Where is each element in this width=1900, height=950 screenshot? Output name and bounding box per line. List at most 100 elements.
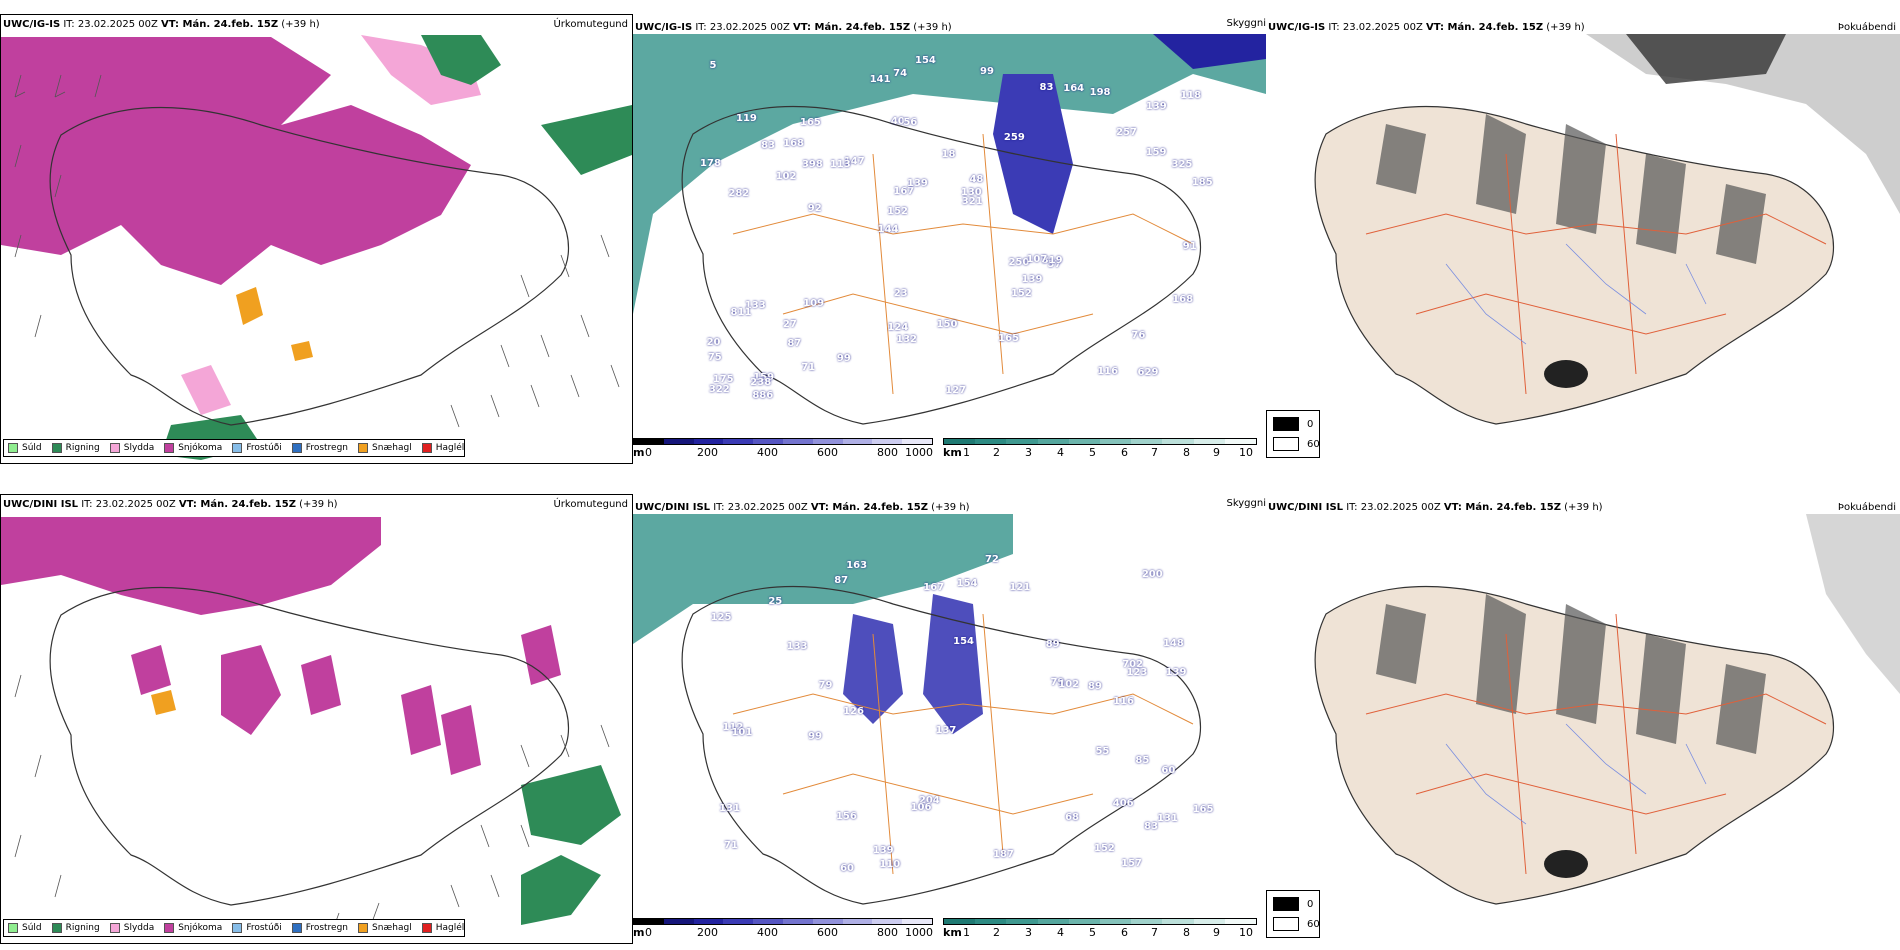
- precip-type-legend: Súld Rigning Slydda Snjókoma Frostúði Fr…: [3, 439, 465, 457]
- visibility-value-label: 139: [1021, 274, 1043, 286]
- legend-item: Snjókoma: [164, 923, 222, 933]
- valid-time: VT: Mán. 24.feb. 15Z: [161, 19, 279, 30]
- panel-field-name: Úrkomutegund: [553, 499, 628, 510]
- visibility-value-label: 110: [879, 858, 901, 870]
- visibility-value-label: 165: [800, 117, 821, 129]
- visibility-value-label: 322: [708, 384, 730, 396]
- visibility-value-label: 139: [872, 844, 894, 856]
- visibility-value-label: 132: [896, 333, 917, 345]
- visibility-value-label: 133: [786, 641, 808, 653]
- colorbar-unit: m: [633, 926, 645, 939]
- visibility-value-label: 83: [1144, 820, 1159, 832]
- panel-title: UWC/IG-IS IT: 23.02.2025 00Z VT: Mán. 24…: [1268, 22, 1585, 34]
- init-time: IT: 23.02.2025 00Z: [1343, 502, 1444, 513]
- panel-field-name: Þokuábendi: [1837, 502, 1896, 513]
- init-time: IT: 23.02.2025 00Z: [710, 502, 811, 513]
- visibility-value-label: 83: [1039, 81, 1054, 93]
- visibility-value-label: 99: [808, 730, 823, 742]
- visibility-value-label: 200: [1141, 568, 1163, 580]
- fog-map-top: [1314, 34, 1900, 425]
- visibility-value-label: 106: [910, 802, 932, 814]
- precip-type-legend: Súld Rigning Slydda Snjókoma Frostúði Fr…: [3, 919, 465, 937]
- visibility-value-label: 137: [935, 725, 957, 737]
- precip-type-map-top: [1, 15, 632, 463]
- valid-time: VT: Mán. 24.feb. 15Z: [1443, 502, 1561, 513]
- visibility-value-label: 116: [1113, 695, 1134, 707]
- visibility-value-label: 152: [1094, 843, 1115, 855]
- valid-time: VT: Mán. 24.feb. 15Z: [810, 502, 928, 513]
- legend-item: Slydda: [109, 443, 154, 453]
- visibility-value-label: 167: [893, 186, 915, 198]
- visibility-value-label: 60: [840, 863, 854, 875]
- panel-field-name: Skyggni: [1226, 18, 1266, 29]
- valid-time: VT: Mán. 24.feb. 15Z: [1426, 22, 1544, 33]
- visibility-m-colorbar: m 0 200 400 600 800 1000: [633, 438, 933, 459]
- visibility-value-label: 319: [1041, 254, 1063, 266]
- visibility-value-label: 18: [941, 149, 956, 161]
- visibility-value-label: 325: [1171, 159, 1193, 171]
- fog-panel-top: UWC/IG-IS IT: 23.02.2025 00Z VT: Mán. 24…: [1266, 14, 1900, 464]
- visibility-value-label: 126: [843, 705, 864, 717]
- visibility-value-label: 398: [801, 159, 823, 171]
- visibility-value-label: 152: [887, 205, 908, 217]
- visibility-value-label: 87: [787, 337, 802, 349]
- visibility-value-label: 406: [1112, 798, 1134, 810]
- legend-item: Snjókoma: [164, 443, 222, 453]
- init-time: IT: 23.02.2025 00Z: [60, 19, 162, 30]
- legend-item: Slydda: [109, 923, 154, 933]
- legend-item: Súld: [8, 923, 42, 933]
- visibility-value-label: 102: [775, 170, 797, 182]
- legend-item: Súld: [8, 443, 42, 453]
- visibility-value-label: 57: [1047, 258, 1062, 270]
- visibility-value-label: 152: [1010, 287, 1032, 299]
- lead-time: (+39 h): [927, 502, 970, 513]
- visibility-value-label: 5: [709, 60, 717, 72]
- visibility-value-label: 159: [753, 372, 775, 384]
- legend-item: Frostúði: [232, 923, 282, 933]
- visibility-value-label: 101: [731, 727, 753, 739]
- visibility-value-label: 159: [1145, 147, 1167, 159]
- visibility-km-colorbar: km 1 2 3 4 5 6 7 8 9 10: [943, 438, 1257, 459]
- visibility-value-label: 71: [801, 362, 816, 374]
- colorbar-unit: m: [633, 446, 645, 459]
- visibility-value-label: 164: [1063, 83, 1085, 95]
- visibility-value-label: 257: [1116, 126, 1137, 138]
- visibility-map-bottom: [633, 514, 1202, 905]
- model-name: UWC/DINI ISL: [635, 502, 711, 513]
- visibility-value-label: 321: [961, 196, 983, 208]
- visibility-panel-top: 629 282 139 144 259 159 40 18 133 147 75 87 56 48 57 11…: [633, 14, 1266, 464]
- visibility-value-label: 198: [1089, 86, 1111, 98]
- visibility-value-label: 124: [887, 322, 909, 334]
- legend-item: Haglél: [421, 923, 464, 933]
- lead-time: (+39 h): [910, 22, 952, 33]
- visibility-value-label: 85: [1135, 755, 1150, 767]
- visibility-value-label: 112: [722, 722, 744, 734]
- visibility-value-label: 99: [980, 66, 994, 78]
- visibility-value-label: 167: [923, 582, 945, 594]
- visibility-value-label: 141: [869, 74, 891, 86]
- panel-title: UWC/DINI ISL IT: 23.02.2025 00Z VT: Mán.…: [1268, 502, 1603, 514]
- visibility-value-label: 131: [1157, 813, 1178, 825]
- visibility-value-label: 131: [719, 803, 741, 815]
- fog-map-bottom: [1314, 514, 1900, 905]
- lead-time: (+39 h): [1543, 22, 1585, 33]
- visibility-value-label: 55: [1095, 745, 1110, 757]
- visibility-value-label: 56: [903, 117, 918, 129]
- visibility-value-label: 25: [768, 596, 783, 608]
- visibility-value-label: 27: [782, 319, 797, 331]
- visibility-value-label: 91: [1182, 241, 1197, 253]
- fog-legend-top: 0 60: [1266, 410, 1320, 458]
- visibility-value-label: 89: [1045, 638, 1060, 650]
- model-name: UWC/IG-IS: [635, 22, 693, 33]
- visibility-value-label: 125: [710, 612, 732, 624]
- fog-panel-bottom: UWC/DINI ISL IT: 23.02.2025 00Z VT: Mán.…: [1266, 494, 1900, 944]
- visibility-value-label: 139: [907, 177, 928, 189]
- init-time: IT: 23.02.2025 00Z: [692, 22, 794, 33]
- model-name: UWC/IG-IS: [3, 19, 61, 30]
- panel-field-name: Þokuábendi: [1837, 22, 1896, 33]
- visibility-value-label: 204: [918, 795, 940, 807]
- visibility-value-label: 150: [936, 319, 958, 331]
- legend-item: Snæhagl: [358, 443, 412, 453]
- legend-item: Rigning: [51, 443, 100, 453]
- visibility-value-label: 259: [1003, 132, 1025, 144]
